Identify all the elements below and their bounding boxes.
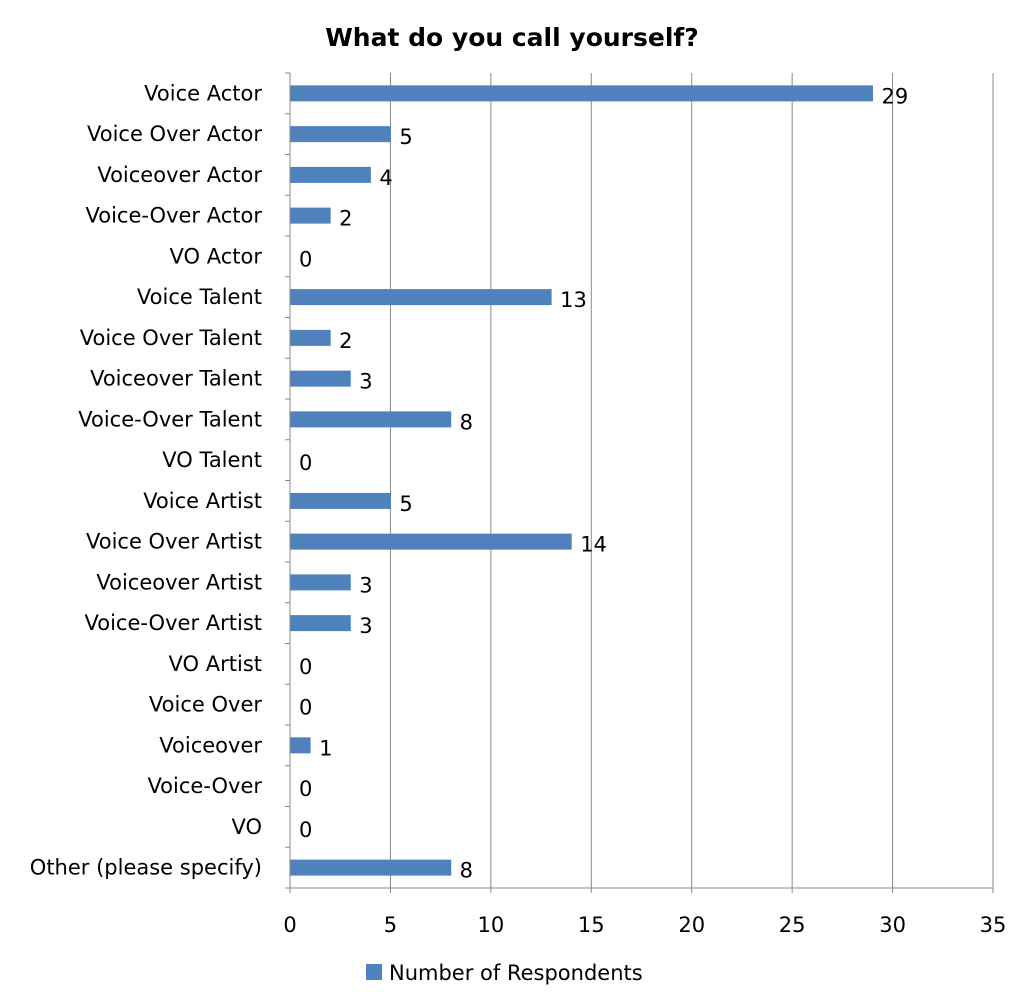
x-tick-label: 30: [879, 913, 906, 937]
data-label: 0: [299, 247, 312, 271]
data-label: 0: [299, 777, 312, 801]
category-label: Voice Actor: [144, 81, 262, 105]
bar: [290, 492, 391, 509]
category-label: VO: [231, 815, 262, 839]
data-label: 8: [460, 410, 473, 434]
bar: [290, 737, 311, 754]
category-labels: Voice Actor Voice Over Actor Voiceover Act…: [30, 81, 263, 879]
bar: [290, 859, 452, 876]
data-label: 5: [399, 125, 412, 149]
bar: [290, 411, 452, 428]
data-label: 14: [580, 533, 607, 557]
legend: Number of Respondents: [366, 961, 643, 985]
chart-title: What do you call yourself?: [325, 23, 699, 52]
category-label: Voiceover Talent: [90, 367, 262, 391]
category-label: Voice Over Actor: [87, 122, 262, 146]
category-label: VO Talent: [162, 448, 262, 472]
x-axis-tick-labels: 0 5 10 15 20 25 30 35: [283, 913, 1006, 937]
x-tick-label: 0: [283, 913, 296, 937]
bars: [290, 85, 873, 876]
data-label: 0: [299, 451, 312, 475]
category-label: VO Artist: [169, 652, 262, 676]
category-label: Voiceover Artist: [96, 570, 262, 594]
bar: [290, 329, 331, 346]
category-label: Voice-Over: [147, 774, 262, 798]
data-label: 8: [460, 859, 473, 883]
data-label: 3: [359, 573, 372, 597]
bar: [290, 574, 351, 591]
bar: [290, 289, 552, 306]
x-tick-label: 5: [384, 913, 397, 937]
category-label: Voice Over: [149, 693, 262, 717]
x-tick-label: 15: [578, 913, 605, 937]
data-label: 5: [399, 492, 412, 516]
category-label: Voice Over Artist: [86, 530, 262, 554]
category-label: Voice Talent: [137, 285, 262, 309]
legend-label: Number of Respondents: [389, 961, 643, 985]
category-label: Voiceover Actor: [97, 163, 262, 187]
legend-swatch: [366, 964, 382, 980]
data-label: 4: [379, 166, 392, 190]
bar: [290, 85, 873, 102]
category-label: VO Actor: [170, 244, 263, 268]
bar: [290, 166, 371, 183]
data-label: 2: [339, 207, 352, 231]
gridlines: [285, 72, 994, 893]
category-label: Voiceover: [159, 733, 262, 757]
bar: [290, 370, 351, 387]
x-tick-label: 10: [477, 913, 504, 937]
x-tick-label: 25: [779, 913, 806, 937]
data-label: 0: [299, 696, 312, 720]
data-label: 0: [299, 655, 312, 679]
data-label: 2: [339, 329, 352, 353]
data-label: 3: [359, 614, 372, 638]
data-label: 3: [359, 370, 372, 394]
category-label: Voice-Over Actor: [86, 204, 263, 228]
data-label: 0: [299, 818, 312, 842]
bar: [290, 615, 351, 632]
category-label: Voice Over Talent: [80, 326, 262, 350]
x-tick-label: 20: [678, 913, 705, 937]
x-tick-label: 35: [980, 913, 1007, 937]
data-label: 29: [881, 84, 908, 108]
category-label: Other (please specify): [30, 856, 262, 880]
bar: [290, 126, 391, 143]
bar: [290, 533, 572, 550]
category-label: Voice-Over Artist: [85, 611, 262, 635]
bar: [290, 207, 331, 224]
data-label: 13: [560, 288, 587, 312]
category-label: Voice Artist: [143, 489, 262, 513]
data-label: 1: [319, 736, 332, 760]
category-label: Voice-Over Talent: [78, 407, 262, 431]
